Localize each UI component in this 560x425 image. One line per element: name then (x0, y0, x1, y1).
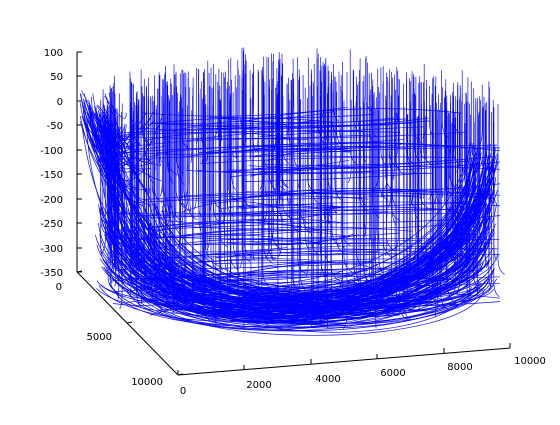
x-tick-label: 10000 (514, 356, 546, 367)
trajectory-line (255, 70, 258, 153)
z-tick-marks (77, 52, 82, 272)
trajectory-line (341, 75, 345, 250)
trajectory-line (381, 84, 383, 198)
z-tick-label: 0 (57, 97, 63, 108)
x-tick-label: 8000 (447, 362, 472, 373)
z-tick-label: -350 (40, 268, 63, 279)
trajectory-line (214, 64, 220, 222)
trajectory-line (144, 79, 151, 162)
z-tick-label: -50 (47, 121, 63, 132)
trajectory-layer (80, 48, 505, 336)
trajectory-line (199, 95, 201, 231)
trajectory-line (442, 123, 443, 198)
x-tick-label: 4000 (315, 374, 340, 385)
trajectory-line (191, 110, 192, 163)
y-tick-label: 5000 (87, 332, 112, 343)
x-tick-label: 2000 (246, 380, 271, 391)
z-tick-label: 100 (44, 48, 63, 59)
trajectory-line (462, 70, 463, 171)
x-tick-label: 0 (180, 386, 186, 397)
z-tick-label: 50 (50, 72, 63, 83)
z-tick-label: -100 (40, 146, 63, 157)
y-tick-label: 10000 (131, 377, 163, 388)
y-tick-label: 0 (56, 282, 62, 293)
trajectory-line (348, 100, 351, 183)
y-tick (127, 322, 132, 323)
trajectory-line (294, 95, 297, 309)
z-tick-label: -200 (40, 195, 63, 206)
x-tick-label: 6000 (380, 368, 405, 379)
z-tick-label: -300 (40, 244, 63, 255)
z-tick-label: -150 (40, 170, 63, 181)
trajectory-line (318, 54, 319, 319)
trajectory-line (498, 104, 505, 275)
z-tick-label: -250 (40, 219, 63, 230)
